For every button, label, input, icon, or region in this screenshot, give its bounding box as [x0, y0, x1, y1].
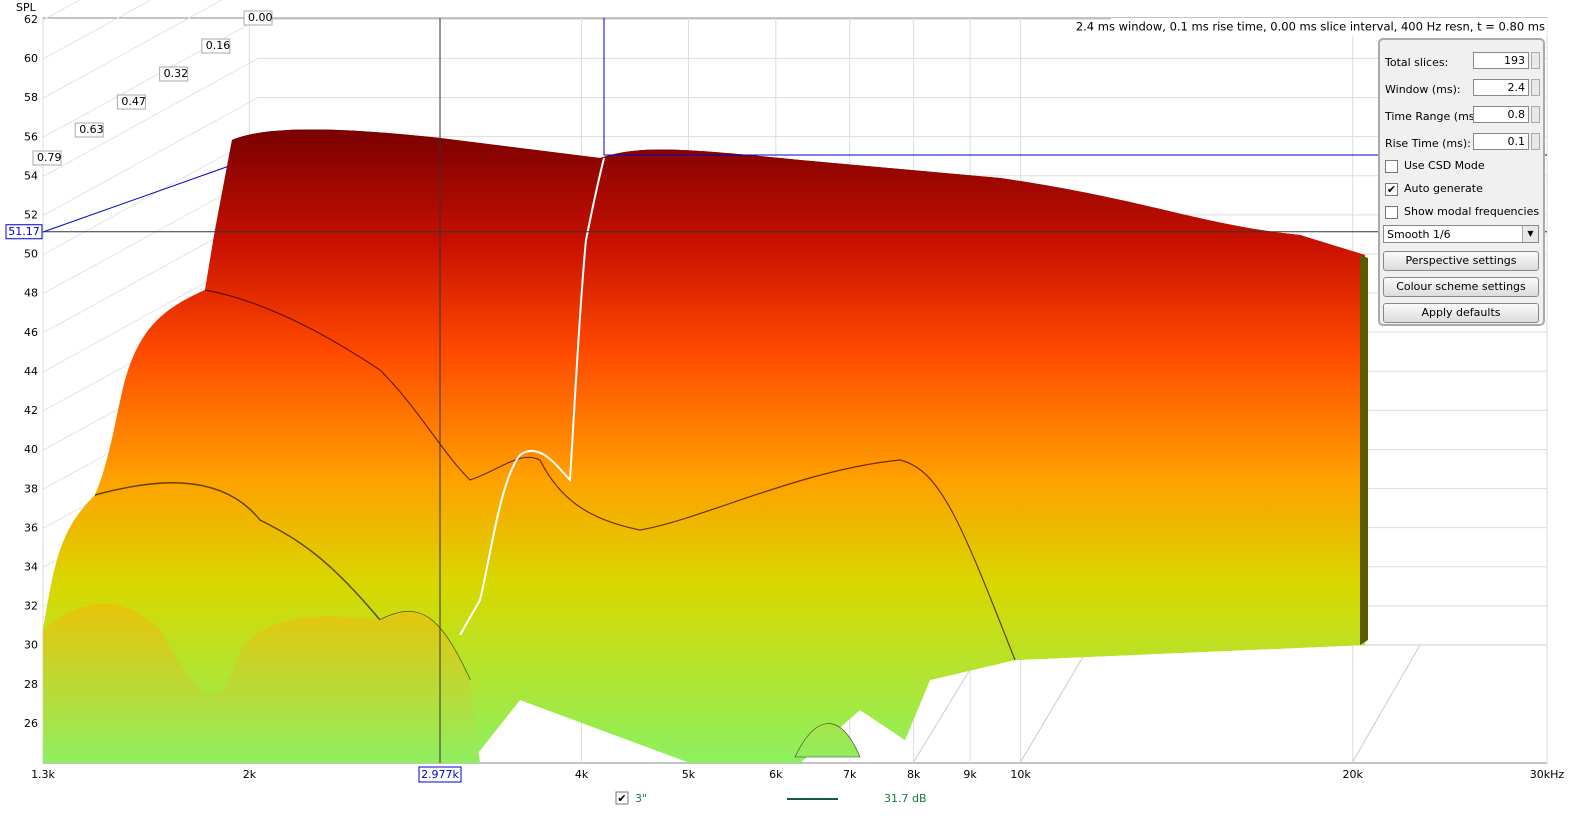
- grid-line: [42, 0, 223, 99]
- dropdown[interactable]: Smooth 1/6 ▼: [1383, 225, 1539, 243]
- field-input[interactable]: [1473, 106, 1529, 123]
- y-tick-label: 32: [24, 600, 38, 613]
- checkbox-label: Show modal frequencies: [1404, 205, 1540, 218]
- surface: [43, 129, 1368, 763]
- cursor-label-box: [5, 224, 43, 240]
- cursor-x-label: 2.977k: [421, 768, 459, 781]
- depth-label-box: [74, 122, 104, 138]
- y-tick-label: 50: [24, 248, 38, 261]
- x-tick-label: 30kHz: [1530, 768, 1565, 781]
- spinner[interactable]: [1531, 79, 1540, 96]
- cursor-label-box: [418, 766, 462, 783]
- perspective-line: [42, 164, 233, 233]
- field-input[interactable]: [1473, 133, 1529, 150]
- x-tick-label: 8k: [907, 768, 921, 781]
- y-tick-label: 40: [24, 443, 38, 456]
- y-tick-label: 62: [24, 13, 38, 26]
- x-tick-label: 20k: [1343, 768, 1364, 781]
- spinner[interactable]: [1531, 52, 1540, 69]
- checkbox-label: Use CSD Mode: [1404, 159, 1485, 172]
- grid-line: [42, 97, 259, 216]
- field-row: Total slices:: [1385, 52, 1540, 72]
- depth-label: 0.63: [79, 123, 104, 136]
- x-tick-label: 10k: [1010, 768, 1031, 781]
- dropdown-arrow: ▼: [1522, 226, 1538, 242]
- depth-label: 0.79: [37, 151, 62, 164]
- y-tick-label: 60: [24, 52, 38, 65]
- grid-line: [42, 0, 152, 60]
- checkbox[interactable]: [1385, 206, 1398, 219]
- field-label: Window (ms):: [1385, 83, 1461, 96]
- depth-label-box: [201, 38, 231, 54]
- grid-line: [42, 136, 259, 256]
- x-tick-label: 7k: [843, 768, 857, 781]
- depth-label: 0.16: [206, 39, 231, 52]
- x-tick-label: 4k: [575, 768, 589, 781]
- y-tick-label: 44: [24, 365, 38, 378]
- spinner[interactable]: [1531, 106, 1540, 123]
- x-tick-label: 1.3k: [31, 768, 55, 781]
- y-tick-label: 56: [24, 130, 38, 143]
- y-tick-label: 36: [24, 521, 38, 534]
- axes: 62 60 58 56 54 52 50 48 46 44 42 40 38 36 34 32 30 28 26 1.…: [5, 10, 1565, 783]
- y-tick-label: 28: [24, 678, 38, 691]
- legend-name: 3": [635, 792, 647, 805]
- button[interactable]: Colour scheme settings: [1383, 277, 1539, 297]
- checkbox[interactable]: [1385, 160, 1398, 173]
- y-tick-label: 52: [24, 209, 38, 222]
- y-tick-label: 42: [24, 404, 38, 417]
- y-tick-label: 48: [24, 287, 38, 300]
- y-tick-label: 54: [24, 169, 38, 182]
- field-label: Total slices:: [1385, 56, 1449, 69]
- x-tick-label: 6k: [769, 768, 783, 781]
- dropdown-value: Smooth 1/6: [1387, 228, 1451, 241]
- legend-check: ✔: [617, 792, 626, 805]
- cursor-y-label: 51.17: [8, 225, 40, 238]
- field-row: Time Range (ms):: [1385, 106, 1540, 126]
- spinner[interactable]: [1531, 133, 1540, 150]
- field-row: Window (ms):: [1385, 79, 1540, 99]
- x-tick-label: 5k: [682, 768, 696, 781]
- y-tick-label: 38: [24, 482, 38, 495]
- y-tick-label: 58: [24, 91, 38, 104]
- field-input[interactable]: [1473, 79, 1529, 96]
- y-axis-title: SPL: [16, 1, 37, 14]
- field-label: Time Range (ms):: [1385, 110, 1483, 123]
- y-tick-label: 26: [24, 717, 38, 730]
- button[interactable]: Perspective settings: [1383, 251, 1539, 271]
- y-tick-label: 46: [24, 326, 38, 339]
- legend-value: 31.7 dB: [884, 792, 927, 805]
- grid-line: [42, 57, 259, 177]
- button[interactable]: Apply defaults: [1383, 303, 1539, 323]
- y-tick-label: 34: [24, 560, 38, 573]
- checkbox[interactable]: ✔: [1385, 183, 1398, 196]
- legend-checkbox[interactable]: [615, 791, 629, 805]
- depth-label: 0.00: [248, 11, 273, 24]
- field-input[interactable]: [1473, 52, 1529, 69]
- x-tick-label: 2k: [243, 768, 257, 781]
- settings-panel: Total slices: Window (ms): Time Range (ms)…: [1378, 38, 1545, 326]
- depth-label-box: [243, 10, 273, 26]
- depth-label-box: [116, 94, 146, 110]
- depth-label-box: [159, 66, 189, 82]
- depth-label-box: [32, 150, 62, 166]
- checkbox-label: Auto generate: [1404, 182, 1483, 195]
- y-tick-label: 30: [24, 639, 38, 652]
- field-row: Rise Time (ms):: [1385, 133, 1540, 153]
- depth-label: 0.47: [121, 95, 145, 108]
- info-text: 2.4 ms window, 0.1 ms rise time, 0.00 ms…: [1076, 20, 1545, 34]
- depth-label: 0.32: [164, 67, 189, 80]
- field-label: Rise Time (ms):: [1385, 137, 1471, 150]
- info-box: [1111, 18, 1547, 36]
- x-tick-label: 9k: [963, 768, 977, 781]
- grid-line: [42, 0, 81, 21]
